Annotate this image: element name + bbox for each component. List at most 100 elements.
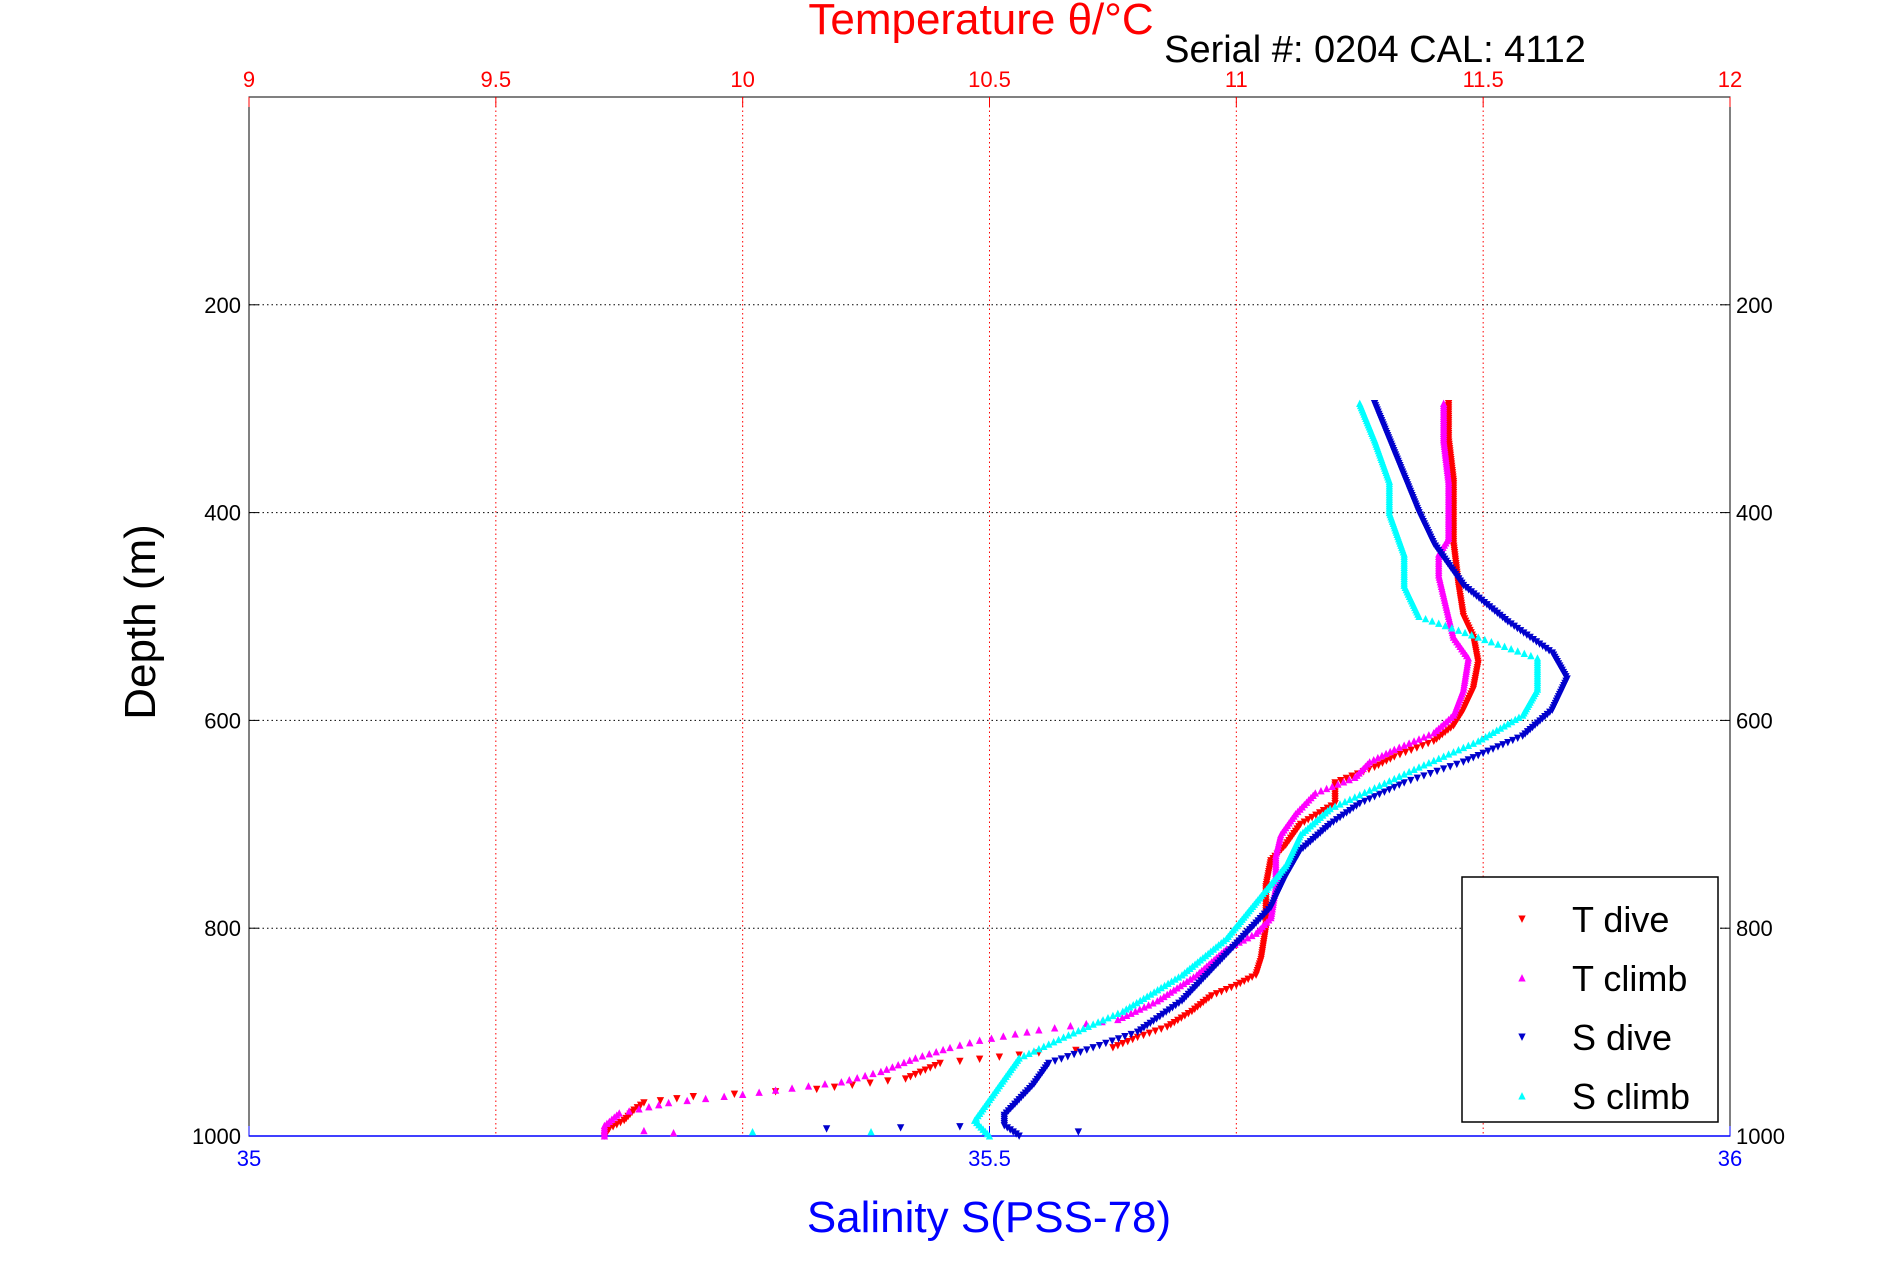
depth-tick-label-left: 1000 — [192, 1124, 241, 1149]
t-climb-point — [861, 1071, 869, 1080]
t-climb-point — [1127, 1009, 1135, 1017]
depth-tick-label-left: 600 — [204, 708, 241, 733]
s-climb-point — [1146, 990, 1155, 998]
s-climb-point — [1035, 1044, 1043, 1053]
t-dive-point — [926, 1064, 934, 1072]
t-climb-point — [1415, 735, 1423, 743]
x-axis-label: Salinity S(PSS-78) — [807, 1193, 1171, 1242]
t-climb-point — [1193, 971, 1201, 979]
s-dive-point — [1089, 1044, 1097, 1052]
legend-marker — [1518, 1033, 1526, 1041]
s-climb-point — [1514, 647, 1522, 655]
t-climb-point — [1183, 977, 1191, 985]
t-dive-point — [730, 1090, 739, 1098]
s-dive-point — [1370, 793, 1379, 801]
s-climb-point — [1415, 612, 1423, 621]
s-climb-point — [1421, 614, 1430, 623]
t-dive-point — [1396, 751, 1404, 759]
t-climb-point — [911, 1054, 920, 1062]
t-climb-point — [1186, 975, 1194, 983]
t-climb-point — [925, 1050, 933, 1058]
legend-label: S dive — [1572, 1017, 1672, 1058]
depth-tick-label-right: 1000 — [1736, 1124, 1785, 1149]
t-dive-point — [1227, 983, 1236, 992]
t-climb-point — [755, 1088, 763, 1096]
s-dive-point — [1051, 1057, 1059, 1065]
s-climb-point — [1464, 741, 1473, 750]
t-dive-point — [1114, 1042, 1122, 1050]
legend-marker — [1518, 974, 1526, 982]
s-dive-point — [1385, 786, 1394, 794]
t-dive-point — [901, 1075, 910, 1083]
t-climb-point — [821, 1080, 829, 1088]
t-climb-point — [635, 1105, 643, 1113]
s-dive-point — [1057, 1055, 1066, 1063]
t-dive-point — [936, 1059, 944, 1068]
s-climb-point — [1133, 998, 1141, 1007]
t-dive-point — [1407, 746, 1415, 754]
t-climb-point — [655, 1100, 663, 1109]
s-climb-point — [1435, 619, 1443, 627]
temperature-tick-label: 11.5 — [1463, 67, 1504, 92]
t-climb-point — [946, 1043, 954, 1052]
t-climb-point — [1156, 994, 1165, 1003]
s-climb-point — [1109, 1011, 1117, 1020]
t-dive-point — [1212, 990, 1221, 998]
t-dive-point — [673, 1095, 681, 1103]
s-climb-point — [1380, 779, 1389, 787]
t-dive-point — [689, 1093, 697, 1101]
t-climb-point — [1390, 745, 1398, 753]
s-dive-point — [1102, 1039, 1110, 1048]
s-dive-point — [1518, 732, 1527, 740]
t-climb-point — [1153, 997, 1162, 1005]
s-climb-point — [1400, 770, 1408, 778]
s-climb-point — [1122, 1005, 1130, 1013]
s-dive-point — [1514, 734, 1522, 743]
t-climb-point — [939, 1045, 947, 1054]
t-climb-point — [738, 1090, 747, 1098]
legend-marker — [1518, 1092, 1526, 1100]
depth-tick-label-right: 600 — [1736, 708, 1773, 733]
t-climb-point — [888, 1063, 897, 1071]
s-climb-point — [1454, 745, 1463, 754]
t-climb-point — [966, 1038, 974, 1047]
t-climb-point — [906, 1056, 914, 1064]
depth-tick-label-right: 200 — [1736, 293, 1773, 318]
t-climb-point — [1410, 737, 1418, 745]
s-climb-point — [1178, 971, 1186, 979]
t-climb-point — [999, 1032, 1008, 1040]
t-dive-point — [921, 1066, 930, 1074]
s-climb-point — [1079, 1024, 1087, 1033]
s-climb-point — [1160, 981, 1169, 990]
t-dive-point — [1157, 1025, 1165, 1033]
s-dive-point — [1114, 1035, 1123, 1043]
legend-marker — [1518, 915, 1526, 923]
s-climb-point — [1518, 711, 1527, 719]
s-dive-point — [1121, 1033, 1129, 1041]
s-climb-point — [1040, 1042, 1048, 1051]
salinity-tick-label: 35.5 — [968, 1146, 1011, 1171]
t-climb-point — [1328, 782, 1336, 790]
t-dive-point — [1124, 1037, 1132, 1046]
s-dive-point — [1400, 779, 1408, 787]
s-climb-point — [1331, 802, 1339, 810]
s-climb-point — [1410, 765, 1418, 773]
t-climb-point — [1425, 731, 1433, 739]
s-dive-point — [1426, 770, 1435, 778]
s-climb-point — [1104, 1013, 1112, 1022]
s-dive-point — [1127, 1030, 1135, 1039]
s-climb-point — [1157, 983, 1165, 992]
t-climb-point — [1149, 999, 1157, 1007]
s-dive-point — [1365, 795, 1374, 803]
s-dive-point — [1375, 790, 1384, 799]
t-climb-point — [1334, 780, 1342, 788]
s-climb-point — [1390, 774, 1398, 783]
temperature-tick-label: 9.5 — [481, 67, 512, 92]
t-climb-point — [664, 1098, 673, 1107]
t-climb-point — [1322, 784, 1331, 793]
s-climb-point — [1174, 973, 1183, 981]
t-climb-point — [1160, 992, 1168, 1001]
t-dive-point — [906, 1073, 915, 1081]
t-climb-point — [1370, 756, 1378, 764]
s-climb-point — [1454, 626, 1463, 634]
